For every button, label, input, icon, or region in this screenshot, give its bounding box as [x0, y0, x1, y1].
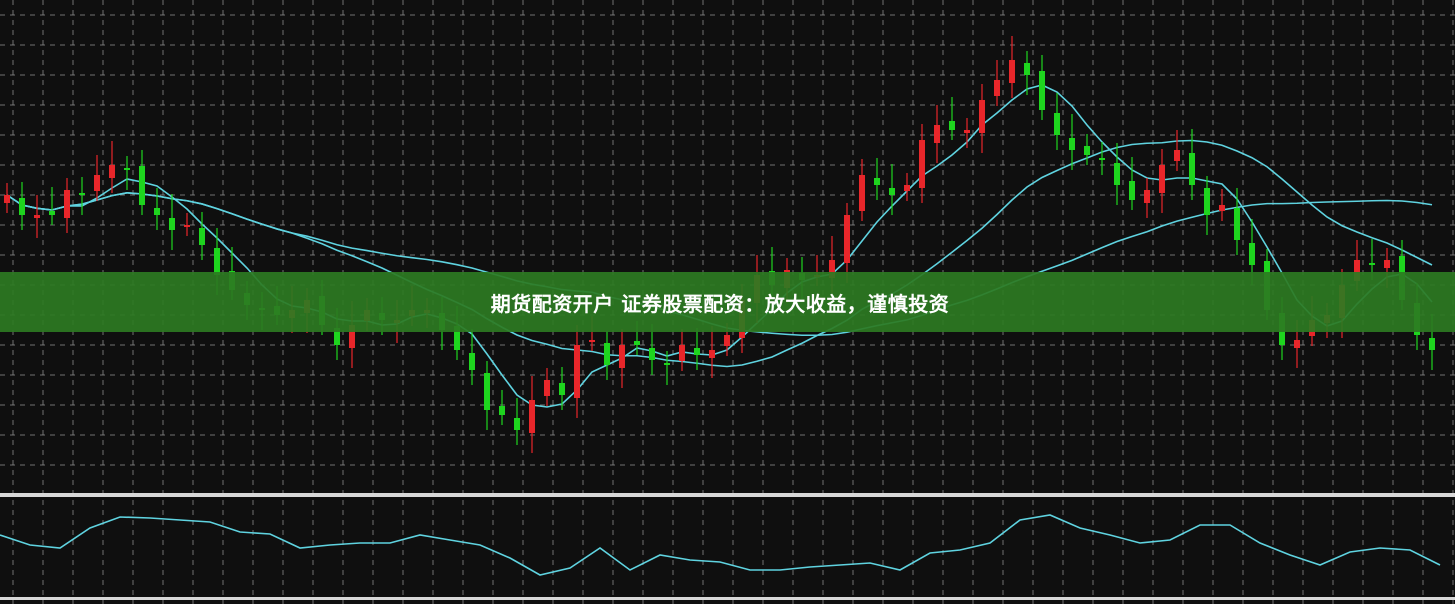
candle-body: [169, 218, 175, 230]
moving-average-line-5: [6, 84, 1433, 408]
candle-body: [859, 175, 865, 211]
candle-body: [1039, 71, 1045, 110]
candle-body: [544, 380, 550, 396]
candle-body: [514, 418, 520, 430]
candle-body: [49, 211, 55, 215]
candle-body: [694, 348, 700, 355]
candle-body: [1054, 113, 1060, 135]
oscillator-line: [0, 514, 1441, 576]
candle-body: [619, 345, 625, 368]
candle-body: [1384, 260, 1390, 268]
banner-text: 期货配资开户 证券股票配资：放大收益，谨慎投资: [490, 291, 950, 316]
candle-body: [649, 348, 655, 360]
candle-body: [979, 100, 985, 133]
candle-body: [1354, 260, 1360, 281]
title-banner: 期货配资开户 证券股票配资：放大收益，谨慎投资: [0, 272, 1455, 332]
candle-body: [1204, 188, 1210, 215]
candle-body: [1084, 146, 1090, 155]
candle-body: [1144, 190, 1150, 203]
candle-body: [139, 166, 145, 205]
candle-body: [964, 130, 970, 133]
candle-body: [904, 185, 910, 191]
candle-body: [34, 215, 40, 218]
panel-bottom-border: [0, 597, 1455, 600]
candle-body: [214, 248, 220, 275]
candle-body: [1069, 138, 1075, 150]
candle-body: [589, 340, 595, 342]
candle-body: [334, 328, 340, 345]
candle-body: [664, 363, 670, 365]
candle-body: [634, 341, 640, 345]
candle-body: [454, 326, 460, 350]
candle-body: [1129, 181, 1135, 200]
candle-body: [1114, 163, 1120, 185]
candle-body: [94, 175, 100, 191]
candle-body: [64, 190, 70, 218]
candle-body: [79, 193, 85, 195]
candle-body: [349, 325, 355, 348]
candle-body: [1429, 338, 1435, 350]
candle-body: [829, 260, 835, 278]
candle-body: [184, 225, 190, 227]
candle-body: [19, 198, 25, 215]
candle-body: [1159, 165, 1165, 193]
candle-body: [1024, 63, 1030, 75]
candle-body: [1189, 153, 1195, 185]
candle-body: [484, 373, 490, 410]
candle-body: [874, 178, 880, 185]
candle-body: [604, 343, 610, 365]
candle-body: [499, 406, 505, 415]
candle-body: [709, 350, 715, 358]
candle-body: [1009, 60, 1015, 83]
candle-body: [919, 140, 925, 188]
candle-body: [529, 400, 535, 433]
candle-body: [559, 383, 565, 395]
candle-body: [109, 165, 115, 178]
candle-body: [934, 125, 940, 143]
candle-body: [949, 121, 955, 130]
candle-body: [124, 168, 130, 170]
candle-body: [1249, 243, 1255, 265]
candle-body: [1174, 150, 1180, 161]
candle-body: [199, 228, 205, 245]
candle-body: [994, 80, 1000, 96]
candle-body: [1099, 158, 1105, 160]
candle-body: [724, 335, 730, 346]
panel-separator: [0, 493, 1455, 497]
candle-body: [1294, 340, 1300, 348]
candle-body: [889, 188, 895, 195]
moving-average-line-20: [6, 139, 1433, 368]
candle-body: [1369, 263, 1375, 265]
candle-body: [574, 345, 580, 398]
candle-body: [4, 195, 10, 203]
candle-body: [1234, 208, 1240, 240]
candle-body: [844, 215, 850, 263]
candle-body: [1219, 205, 1225, 211]
candle-body: [154, 208, 160, 215]
candle-body: [679, 345, 685, 361]
candle-body: [469, 353, 475, 370]
